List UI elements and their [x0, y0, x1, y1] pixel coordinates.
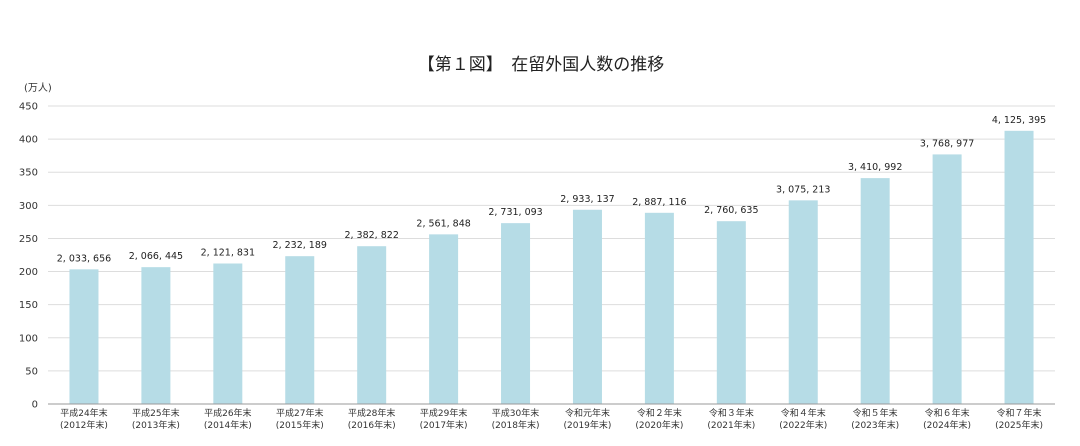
y-tick-label: 450	[19, 102, 38, 113]
x-tick-era-label: 令和７年末	[997, 407, 1042, 419]
y-tick-label: 150	[19, 300, 38, 311]
x-tick-era-label: 平成25年末	[132, 407, 179, 419]
x-tick-era-label: 令和元年末	[565, 407, 610, 419]
bar	[213, 263, 243, 404]
bar	[141, 267, 171, 404]
bar	[357, 246, 387, 404]
x-tick-year-label: (2013年末)	[132, 419, 180, 431]
bar	[69, 269, 99, 404]
bar-value-label: 2, 760, 635	[704, 205, 758, 216]
y-tick-label: 250	[19, 234, 38, 245]
bar-value-label: 2, 232, 189	[273, 240, 327, 251]
x-tick-year-label: (2022年末)	[779, 419, 827, 431]
x-tick-era-label: 令和６年末	[925, 407, 970, 419]
x-axis-ticks: 平成24年末(2012年末) 平成25年末(2013年末) 平成26年末(2014年…	[60, 407, 1043, 431]
x-tick-year-label: (2020年末)	[635, 419, 683, 431]
y-tick-label: 50	[25, 366, 38, 377]
x-tick-year-label: (2021年末)	[707, 419, 755, 431]
x-tick-era-label: 平成27年末	[276, 407, 323, 419]
bar-value-label: 2, 382, 822	[344, 230, 398, 241]
bar-value-label: 2, 033, 656	[57, 253, 111, 264]
x-tick-year-label: (2018年末)	[492, 419, 540, 431]
bar-value-label: 4, 125, 395	[992, 115, 1046, 126]
x-tick-era-label: 令和３年末	[709, 407, 754, 419]
y-tick-label: 300	[19, 201, 38, 212]
bar-value-label: 2, 933, 137	[560, 194, 614, 205]
bar-value-label: 3, 075, 213	[776, 184, 830, 195]
x-tick-era-label: 平成24年末	[60, 407, 107, 419]
x-tick-label: 令和５年末(2023年末)	[851, 407, 899, 431]
bar-value-label: 2, 561, 848	[416, 218, 470, 229]
x-tick-era-label: 平成28年末	[348, 407, 395, 419]
x-tick-era-label: 令和２年末	[637, 407, 682, 419]
y-tick-label: 0	[32, 400, 38, 411]
bar	[501, 223, 531, 404]
x-tick-label: 平成26年末(2014年末)	[204, 407, 252, 431]
y-tick-label: 200	[19, 267, 38, 278]
bars	[69, 130, 1034, 404]
y-tick-label: 350	[19, 168, 38, 179]
bar	[788, 200, 818, 404]
bar	[285, 256, 315, 404]
x-tick-label: 令和７年末(2025年末)	[995, 407, 1043, 431]
x-tick-year-label: (2014年末)	[204, 419, 252, 431]
x-tick-year-label: (2024年末)	[923, 419, 971, 431]
y-tick-label: 100	[19, 333, 38, 344]
x-tick-label: 平成25年末(2013年末)	[132, 407, 180, 431]
x-tick-year-label: (2015年末)	[276, 419, 324, 431]
bar-value-label: 2, 731, 093	[488, 207, 542, 218]
x-tick-label: 平成30年末(2018年末)	[492, 407, 540, 431]
x-tick-label: 平成29年末(2017年末)	[420, 407, 468, 431]
bar	[572, 209, 602, 404]
x-tick-era-label: 令和４年末	[781, 407, 826, 419]
x-tick-year-label: (2012年末)	[60, 419, 108, 431]
bar	[932, 154, 962, 404]
bar-value-label: 3, 410, 992	[848, 162, 902, 173]
x-tick-era-label: 平成30年末	[492, 407, 539, 419]
data-labels: 2, 033, 656 2, 066, 445 2, 121, 831 2, 232,…	[57, 115, 1046, 265]
bar	[429, 234, 459, 404]
grid-lines	[48, 105, 1055, 405]
x-tick-year-label: (2019年末)	[563, 419, 611, 431]
bar-value-label: 2, 066, 445	[129, 251, 183, 262]
x-tick-label: 平成24年末(2012年末)	[60, 407, 108, 431]
x-tick-year-label: (2023年末)	[851, 419, 899, 431]
x-tick-label: 令和３年末(2021年末)	[707, 407, 755, 431]
x-tick-label: 平成27年末(2015年末)	[276, 407, 324, 431]
x-tick-label: 平成28年末(2016年末)	[348, 407, 396, 431]
bar-value-label: 3, 768, 977	[920, 138, 974, 149]
y-axis-ticks: 0 50 100 150 200 250 300 350 400 450	[19, 102, 38, 411]
x-tick-label: 令和６年末(2024年末)	[923, 407, 971, 431]
x-tick-era-label: 平成29年末	[420, 407, 467, 419]
bar	[860, 178, 890, 404]
x-tick-year-label: (2016年末)	[348, 419, 396, 431]
x-tick-year-label: (2017年末)	[420, 419, 468, 431]
bar-value-label: 2, 121, 831	[201, 247, 255, 258]
x-tick-label: 令和元年末(2019年末)	[563, 407, 611, 431]
chart-title: 【第１図】 在留外国人数の推移	[418, 55, 665, 75]
x-tick-label: 令和４年末(2022年末)	[779, 407, 827, 431]
x-tick-label: 令和２年末(2020年末)	[635, 407, 683, 431]
bar-value-label: 2, 887, 116	[632, 197, 686, 208]
x-tick-era-label: 令和５年末	[853, 407, 898, 419]
bar	[644, 212, 674, 404]
bar	[1004, 130, 1034, 404]
x-tick-year-label: (2025年末)	[995, 419, 1043, 431]
y-tick-label: 400	[19, 135, 38, 146]
x-tick-era-label: 平成26年末	[204, 407, 251, 419]
y-axis-unit-label: (万人)	[24, 82, 52, 94]
bar	[716, 221, 746, 404]
